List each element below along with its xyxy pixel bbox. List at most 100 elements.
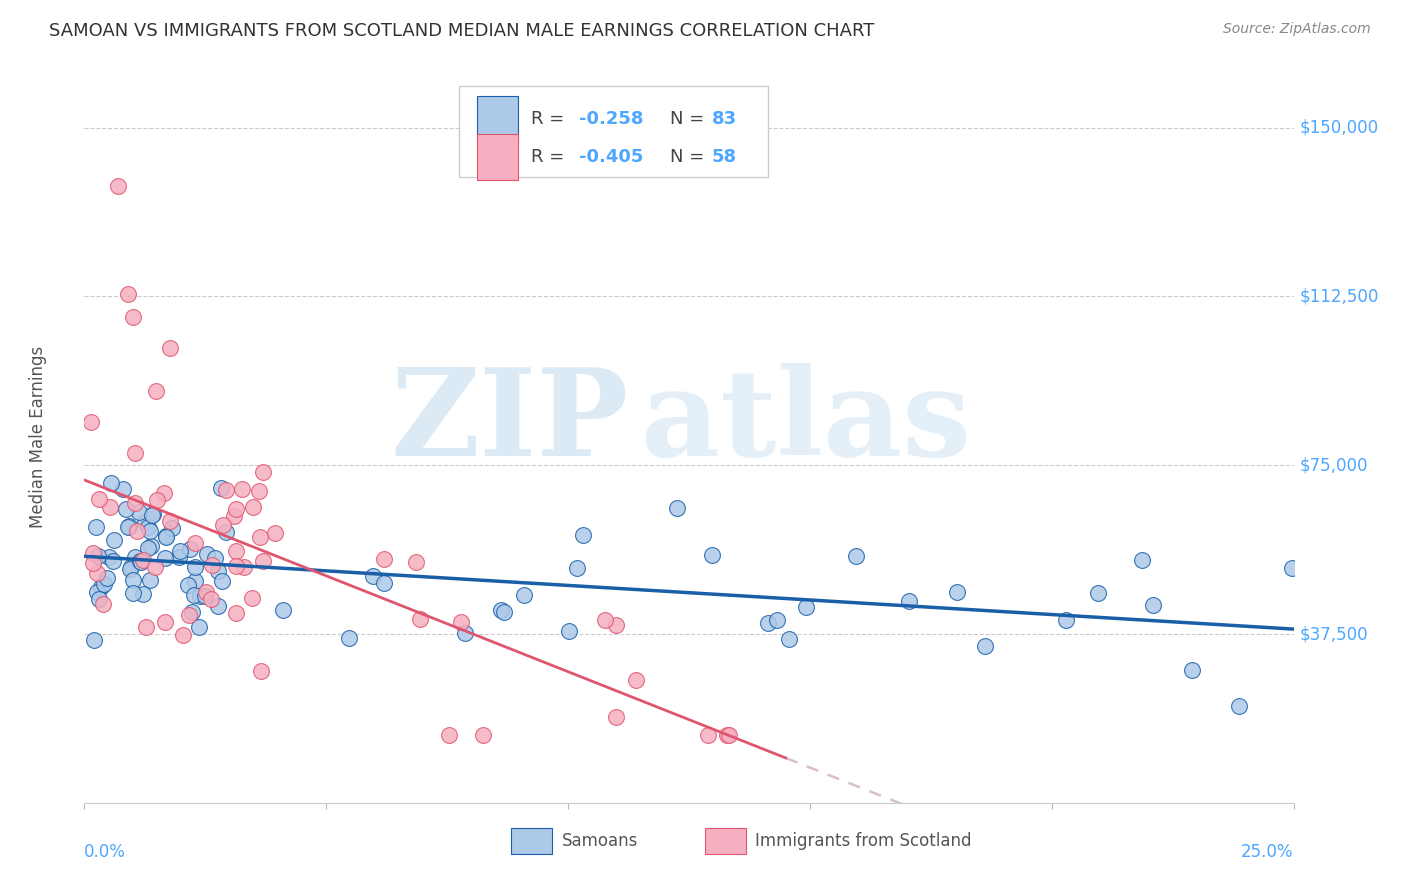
Point xyxy=(180,605,202,619)
Point xyxy=(252,554,274,568)
Point xyxy=(696,728,718,742)
Point xyxy=(778,632,800,647)
Point xyxy=(117,519,139,533)
Point xyxy=(252,466,274,480)
Point xyxy=(405,556,427,570)
Text: $150,000: $150,000 xyxy=(1299,119,1379,136)
Point xyxy=(169,549,191,564)
Point xyxy=(194,585,217,599)
Point xyxy=(153,551,176,566)
Point xyxy=(128,504,150,518)
Point xyxy=(242,500,264,515)
Point xyxy=(232,560,254,574)
Point xyxy=(125,524,148,538)
Text: $37,500: $37,500 xyxy=(1299,625,1368,643)
Point xyxy=(159,341,181,355)
Point xyxy=(373,552,395,566)
Point xyxy=(558,624,581,638)
Point xyxy=(91,597,114,611)
Point xyxy=(249,530,271,544)
Point xyxy=(179,541,201,556)
Text: 25.0%: 25.0% xyxy=(1241,843,1294,861)
Point xyxy=(86,585,108,599)
Point xyxy=(700,548,723,562)
Point xyxy=(373,576,395,591)
Point xyxy=(766,613,789,627)
Point xyxy=(82,556,104,570)
Point xyxy=(188,620,211,634)
Point xyxy=(240,591,263,605)
Point xyxy=(172,628,194,642)
Point xyxy=(513,588,536,602)
Text: 58: 58 xyxy=(711,148,737,166)
Point xyxy=(492,605,515,619)
Text: R =: R = xyxy=(530,110,569,128)
Point xyxy=(107,179,129,194)
Point xyxy=(160,521,183,535)
Point xyxy=(211,517,233,532)
Point xyxy=(183,588,205,602)
Point xyxy=(179,608,201,623)
FancyBboxPatch shape xyxy=(478,134,519,180)
Point xyxy=(845,549,868,563)
Point xyxy=(571,528,593,542)
Point xyxy=(97,550,120,565)
Point xyxy=(200,592,222,607)
Point xyxy=(159,514,181,528)
Point xyxy=(264,525,287,540)
Point xyxy=(143,560,166,574)
Point xyxy=(121,310,143,324)
FancyBboxPatch shape xyxy=(704,828,745,854)
Point xyxy=(1054,613,1077,627)
Point xyxy=(946,585,969,599)
Point xyxy=(453,625,475,640)
Point xyxy=(337,631,360,645)
Point xyxy=(450,615,472,629)
Point xyxy=(207,564,229,578)
Point xyxy=(153,615,176,629)
Point xyxy=(122,573,145,587)
Point xyxy=(1087,586,1109,600)
Point xyxy=(1181,663,1204,677)
Point xyxy=(145,384,167,399)
Text: Median Male Earnings: Median Male Earnings xyxy=(30,346,48,528)
Text: Samoans: Samoans xyxy=(562,832,638,850)
Point xyxy=(169,544,191,558)
FancyBboxPatch shape xyxy=(460,86,768,178)
Point xyxy=(142,507,165,521)
Point xyxy=(225,559,247,574)
Point xyxy=(139,574,162,588)
Point xyxy=(155,530,177,544)
Point xyxy=(117,287,139,301)
Text: Source: ZipAtlas.com: Source: ZipAtlas.com xyxy=(1223,22,1371,37)
Point xyxy=(177,578,200,592)
Text: N =: N = xyxy=(669,148,710,166)
Point xyxy=(567,560,589,574)
Point xyxy=(184,574,207,588)
Point xyxy=(194,590,217,604)
Point xyxy=(1130,553,1153,567)
Text: -0.258: -0.258 xyxy=(579,110,644,128)
Point xyxy=(121,586,143,600)
Text: N =: N = xyxy=(669,110,710,128)
Point xyxy=(361,569,384,583)
Point xyxy=(897,594,920,608)
Point xyxy=(146,492,169,507)
Point xyxy=(82,546,104,560)
Point xyxy=(86,566,108,581)
Point xyxy=(204,551,226,566)
Point xyxy=(141,539,163,553)
Point xyxy=(1227,699,1250,714)
Point xyxy=(129,554,152,568)
Point xyxy=(96,571,118,585)
Point xyxy=(100,475,122,490)
Point xyxy=(139,524,162,538)
Point xyxy=(138,541,160,555)
Point xyxy=(129,556,152,570)
Point xyxy=(794,599,817,614)
Point xyxy=(215,524,238,539)
Point xyxy=(271,603,294,617)
FancyBboxPatch shape xyxy=(512,828,553,854)
Text: Immigrants from Scotland: Immigrants from Scotland xyxy=(755,832,972,850)
Text: $75,000: $75,000 xyxy=(1299,456,1368,475)
